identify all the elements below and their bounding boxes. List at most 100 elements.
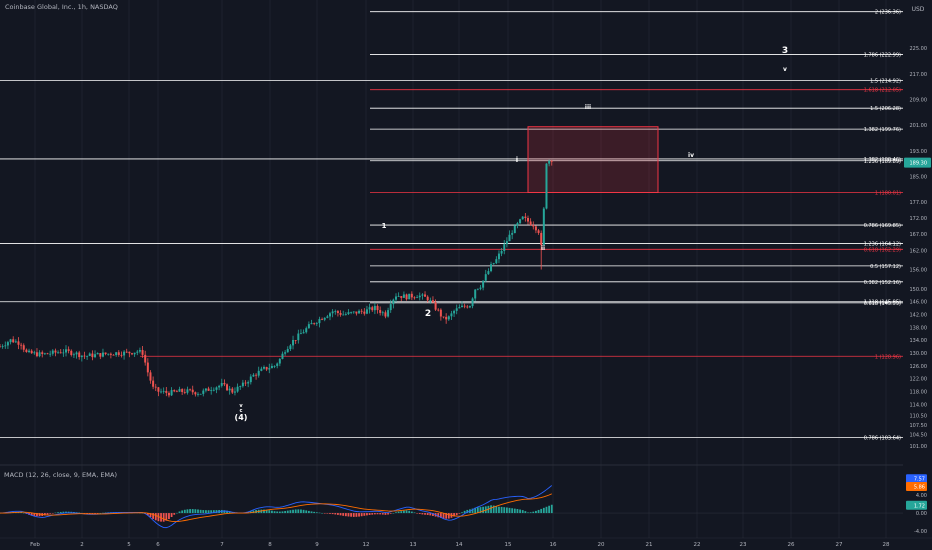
candle-body xyxy=(247,382,250,384)
macd-histogram-bar xyxy=(482,506,485,514)
candle-body xyxy=(476,288,479,290)
macd-value-tag xyxy=(906,482,927,492)
fib-level-label: 1 (128.96) xyxy=(875,354,901,360)
macd-histogram-bar xyxy=(199,509,202,514)
candle-body xyxy=(315,323,318,324)
candle-body xyxy=(263,366,265,369)
candle-body xyxy=(418,295,421,298)
candle-body xyxy=(72,354,75,356)
macd-histogram-bar xyxy=(548,505,551,514)
fibonacci-levels[interactable]: 2 (236.36) 1.786 (222.99) 1.5 (214.92) 1.61… xyxy=(0,10,903,442)
macd-histogram-bar xyxy=(323,513,326,514)
price-tick-label: 118.00 xyxy=(910,389,928,395)
candle-body xyxy=(326,316,329,318)
macd-histogram-bar xyxy=(347,513,350,517)
currency-badge[interactable]: USD xyxy=(911,6,925,13)
candle-body xyxy=(474,289,477,299)
macd-histogram-bar xyxy=(498,506,500,514)
candle-body xyxy=(146,362,149,373)
time-tick-label: 5 xyxy=(127,542,131,548)
macd-histogram-bar xyxy=(183,509,186,514)
macd-histogram-bar xyxy=(339,513,342,516)
macd-histogram-bar xyxy=(550,504,553,514)
projection-box[interactable] xyxy=(527,126,659,193)
macd-histogram-bar xyxy=(508,507,511,514)
candle-body xyxy=(59,352,62,354)
candle-body xyxy=(109,353,112,355)
candle-body xyxy=(534,226,537,231)
candle-body xyxy=(450,313,453,317)
macd-histogram-bar xyxy=(59,511,62,514)
price-tick-label: 138.00 xyxy=(910,325,928,331)
candle-body xyxy=(197,393,199,395)
candle-body xyxy=(331,311,334,314)
candle-body xyxy=(65,349,67,353)
candle-body xyxy=(392,299,395,305)
candle-body xyxy=(495,259,498,264)
macd-histogram-bar xyxy=(104,512,107,514)
macd-histogram-bar xyxy=(466,509,469,514)
candle-body xyxy=(175,391,178,393)
price-tick-label: 185.00 xyxy=(910,174,928,180)
macd-histogram-bar xyxy=(273,511,276,514)
candle-body xyxy=(120,354,123,356)
candle-body xyxy=(194,392,197,395)
price-tick-label: 177.00 xyxy=(910,200,928,206)
candle-body xyxy=(447,316,450,320)
macd-histogram-bar xyxy=(189,509,191,514)
candle-body xyxy=(318,319,321,324)
candle-body xyxy=(249,376,252,383)
candle-body xyxy=(202,390,205,394)
macd-histogram-bar xyxy=(461,512,463,514)
macd-histogram-bar xyxy=(387,513,389,515)
macd-histogram-bar xyxy=(94,513,96,514)
macd-histogram-bar xyxy=(162,513,165,522)
wave-label: ii xyxy=(541,245,545,252)
macd-histogram-bar xyxy=(36,513,38,517)
macd-histogram-bar xyxy=(442,513,445,519)
macd-histogram-bar xyxy=(479,507,482,514)
candle-body xyxy=(424,294,427,297)
fib-level-label: 0.786 (169.85) xyxy=(864,223,901,229)
candle-body xyxy=(25,349,28,353)
candle-body xyxy=(511,233,514,235)
macd-histogram-bar xyxy=(379,513,382,515)
macd-histogram-bar xyxy=(33,513,36,516)
time-axis[interactable]: Feb 2 5 6 7 8 9 12 13 14 15 16 20 21 22 23 26 27 28 xyxy=(0,537,932,548)
price-tick-label: 107.50 xyxy=(910,423,928,429)
candle-body xyxy=(133,352,136,355)
candle-body xyxy=(355,311,358,314)
price-tick-label: 193.00 xyxy=(910,149,928,155)
candle-body xyxy=(51,350,54,354)
wave-label: c xyxy=(240,408,243,414)
macd-histogram-bar xyxy=(500,506,503,514)
candle-body xyxy=(431,300,434,303)
macd-histogram-bar xyxy=(371,513,374,515)
candle-body xyxy=(268,368,271,370)
projection-rectangle[interactable] xyxy=(527,126,659,193)
time-tick-label: Feb xyxy=(30,542,40,548)
macd-histogram-bar xyxy=(453,513,455,517)
candle-body xyxy=(83,355,86,357)
candle-body xyxy=(416,297,419,299)
candle-body xyxy=(284,352,287,354)
candle-body xyxy=(350,312,353,313)
candle-body xyxy=(434,302,437,310)
macd-histogram-bar xyxy=(426,513,429,515)
candle-body xyxy=(101,352,104,357)
macd-histogram-bar xyxy=(30,513,33,516)
price-axis[interactable]: 225.00 217.00 209.00 201.00 193.00 185.00 177.… xyxy=(903,0,932,550)
candle-body xyxy=(0,346,1,348)
macd-histogram-bar xyxy=(276,511,279,514)
candle-body xyxy=(178,389,181,392)
candle-body xyxy=(437,309,440,311)
candle-body xyxy=(360,310,363,312)
candle-body xyxy=(125,351,128,353)
macd-histogram-bar xyxy=(186,509,189,514)
candle-body xyxy=(384,312,387,317)
candle-body xyxy=(20,344,23,346)
candle-body xyxy=(152,380,155,387)
macd-histogram-bar xyxy=(403,510,405,514)
candle-body xyxy=(503,244,506,251)
